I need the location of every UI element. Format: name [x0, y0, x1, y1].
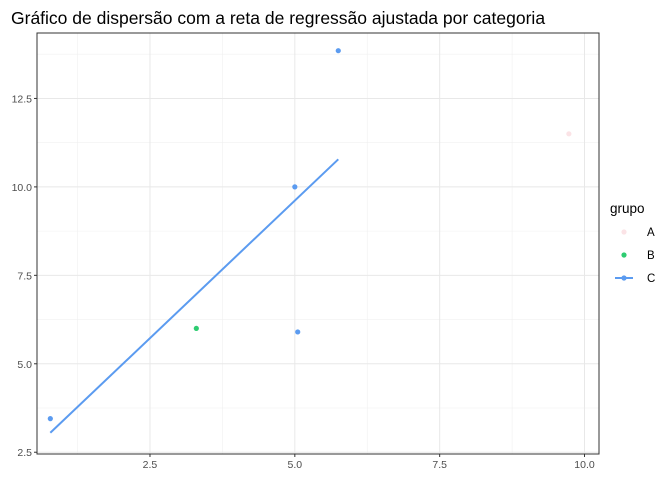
x-tick-label: 7.5 — [432, 459, 447, 471]
legend-key-b — [621, 252, 627, 258]
legend-title: grupo — [610, 201, 645, 216]
data-point-c — [292, 184, 298, 190]
legend-label-a: A — [647, 227, 655, 239]
legend-key-c — [621, 275, 627, 281]
x-tick-label: 2.5 — [143, 459, 158, 471]
y-tick-label: 2.5 — [17, 447, 32, 459]
data-point-c — [47, 416, 53, 422]
panel-background — [37, 33, 599, 454]
regression-line-c — [49, 158, 339, 434]
data-point-a — [566, 131, 572, 137]
y-tick-label: 10.0 — [12, 182, 33, 194]
plot-panel: 2.5 5.0 7.5 10.0 2.5 5.0 7.5 10.0 12.5 — [12, 32, 600, 471]
y-tick-label: 12.5 — [12, 93, 33, 105]
legend-label-c: C — [647, 273, 655, 285]
legend-label-b: B — [647, 250, 655, 262]
panel-border — [36, 32, 600, 455]
x-tick-label: 10.0 — [574, 459, 595, 471]
legend: grupo ABC — [610, 201, 655, 285]
chart-title: Gráfico de dispersão com a reta de regre… — [11, 8, 545, 28]
data-point-c — [295, 329, 301, 335]
y-tick-label: 5.0 — [17, 359, 32, 371]
data-point-b — [193, 325, 199, 332]
legend-key-a — [621, 229, 627, 235]
data-point-c — [335, 48, 341, 54]
y-tick-label: 7.5 — [17, 270, 32, 282]
x-tick-label: 5.0 — [288, 459, 303, 471]
